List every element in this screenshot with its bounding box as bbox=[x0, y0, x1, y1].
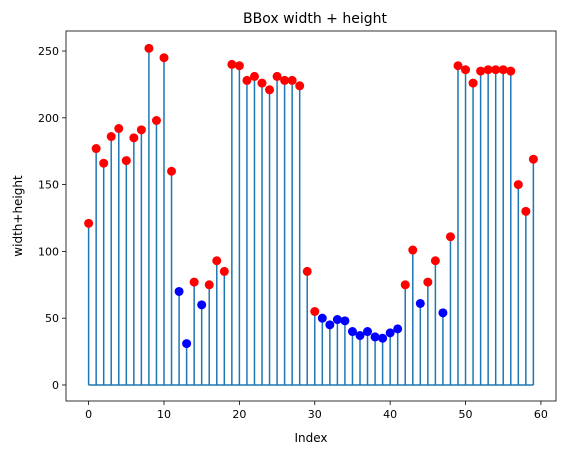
plot-marks bbox=[84, 43, 538, 386]
y-tick-label: 200 bbox=[38, 112, 59, 125]
stem-marker bbox=[370, 332, 380, 342]
stem-marker bbox=[476, 66, 486, 76]
stem-marker bbox=[197, 300, 207, 310]
x-tick-label: 40 bbox=[383, 408, 397, 421]
y-tick-label: 100 bbox=[38, 245, 59, 258]
stem-marker bbox=[189, 277, 199, 287]
stem-marker bbox=[408, 245, 418, 255]
stem-marker bbox=[257, 78, 267, 88]
x-axis-ticks: 0 10 20 30 40 50 60 bbox=[85, 401, 548, 421]
stem-marker bbox=[84, 218, 94, 228]
stem-marker bbox=[438, 308, 448, 318]
stem-marker bbox=[430, 256, 440, 266]
stem-marker bbox=[461, 65, 471, 75]
stem-marker bbox=[310, 307, 320, 317]
stem-marker bbox=[325, 320, 335, 330]
stem-marker bbox=[272, 71, 282, 81]
y-tick-label: 50 bbox=[45, 312, 59, 325]
y-axis-ticks: 0 50 100 150 200 250 bbox=[38, 45, 66, 392]
stem-marker bbox=[227, 59, 237, 69]
stem-marker bbox=[468, 78, 478, 88]
stem-marker bbox=[265, 85, 275, 95]
stem-marker bbox=[212, 256, 222, 266]
stem-marker bbox=[287, 75, 297, 85]
x-tick-label: 60 bbox=[534, 408, 548, 421]
stem-marker bbox=[483, 65, 493, 75]
stem-marker bbox=[340, 316, 350, 326]
stem-marker bbox=[114, 124, 124, 134]
stem-marker bbox=[151, 115, 161, 125]
x-tick-label: 20 bbox=[232, 408, 246, 421]
stem-marker bbox=[249, 71, 259, 81]
stem-marker bbox=[144, 43, 154, 53]
stem-marker bbox=[317, 313, 327, 323]
stem-marker bbox=[136, 125, 146, 135]
stem-marker bbox=[513, 180, 523, 190]
stem-marker bbox=[159, 53, 169, 63]
stem-marker bbox=[400, 280, 410, 290]
x-axis-label: Index bbox=[294, 431, 327, 445]
stem-marker bbox=[204, 280, 214, 290]
stem-marker bbox=[415, 298, 425, 308]
stem-marker bbox=[363, 327, 373, 337]
stem-marker bbox=[99, 158, 109, 168]
y-axis-label: width+height bbox=[11, 175, 25, 257]
stem-marker bbox=[182, 339, 192, 349]
y-tick-label: 0 bbox=[52, 379, 59, 392]
stem-marker bbox=[234, 61, 244, 71]
stem-marker bbox=[91, 144, 101, 154]
stem-marker bbox=[121, 156, 131, 166]
chart-title: BBox width + height bbox=[243, 11, 387, 27]
stem-marker bbox=[521, 206, 531, 216]
stem-marker bbox=[385, 328, 395, 338]
stem-marker bbox=[491, 65, 501, 75]
stem-marker bbox=[129, 133, 139, 143]
stem-marker bbox=[355, 331, 365, 341]
stem-marker bbox=[453, 61, 463, 71]
x-tick-label: 50 bbox=[459, 408, 473, 421]
stem-marker bbox=[167, 166, 177, 176]
y-tick-label: 150 bbox=[38, 179, 59, 192]
x-tick-label: 10 bbox=[157, 408, 171, 421]
stem-marker bbox=[332, 315, 342, 325]
x-tick-label: 0 bbox=[85, 408, 92, 421]
stem-marker bbox=[219, 266, 229, 276]
stem-marker bbox=[445, 232, 455, 242]
stem-marker bbox=[506, 66, 516, 76]
x-tick-label: 30 bbox=[308, 408, 322, 421]
stem-marker bbox=[302, 266, 312, 276]
stem-marker bbox=[280, 75, 290, 85]
stem-marker bbox=[498, 65, 508, 75]
y-tick-label: 250 bbox=[38, 45, 59, 58]
stem-marker bbox=[393, 324, 403, 334]
stem-marker bbox=[423, 277, 433, 287]
stem-marker bbox=[528, 154, 538, 164]
stem-marker bbox=[378, 333, 388, 343]
plot-frame bbox=[65, 30, 557, 402]
stem-marker bbox=[106, 132, 116, 142]
stem-marker bbox=[295, 81, 305, 91]
stem-marker bbox=[347, 327, 357, 337]
stem-marker bbox=[174, 286, 184, 296]
stem-marker bbox=[242, 75, 252, 85]
